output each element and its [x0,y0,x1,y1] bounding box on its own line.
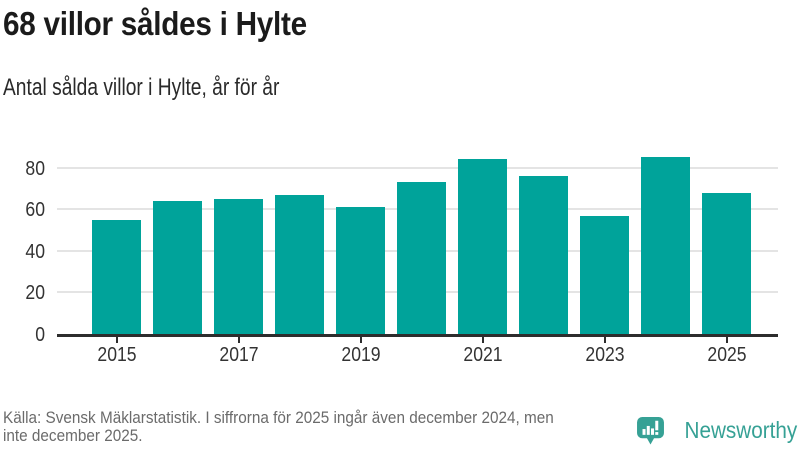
plot-area [57,147,778,337]
bar-chart: 0 20 40 60 80 2015 2017 2019 2021 2023 2025 [25,147,778,366]
x-axis-label-2025: 2025 [706,344,747,366]
bar-2020 [397,182,446,334]
x-tick-mark-2017 [237,337,240,343]
y-axis-label-80: 80 [25,157,45,180]
y-axis-label-0: 0 [35,324,45,346]
bar-2019 [336,207,385,334]
bar-2021 [458,159,507,334]
newsworthy-logo[interactable]: Newsworthy [636,415,797,445]
x-tick-mark-2021 [481,337,484,343]
x-tick-mark-2023 [603,337,606,343]
bar-2023 [580,215,629,334]
bar-2024 [641,157,690,334]
x-axis-label-2019: 2019 [340,344,381,366]
chart-title: 68 villor såldes i Hylte [3,5,307,42]
x-tick-mark-2015 [115,337,118,343]
x-axis-label-2021: 2021 [462,344,503,366]
x-axis-label-2023: 2023 [584,344,625,366]
bar-2017 [214,198,263,334]
x-tick-mark-2019 [359,337,362,343]
x-axis-label-2017: 2017 [218,344,259,366]
y-axis-label-20: 20 [25,282,45,305]
newsworthy-wordmark: Newsworthy [684,416,797,443]
bar-2025 [702,192,751,334]
y-axis-label-40: 40 [25,240,45,263]
bar-2018 [275,194,324,334]
source-note: Källa: Svensk Mäklarstatistik. I siffror… [3,408,554,445]
bar-2016 [153,201,202,334]
y-axis-label-60: 60 [25,199,45,222]
chart-subtitle: Antal sålda villor i Hylte, år för år [3,74,280,101]
bar-chart-speech-bubble-icon [636,416,664,444]
bar-2022 [519,176,568,334]
gridline-80 [57,166,778,169]
bar-2015 [92,219,141,334]
x-axis-label-2015: 2015 [96,344,137,366]
x-tick-mark-2025 [725,337,728,343]
